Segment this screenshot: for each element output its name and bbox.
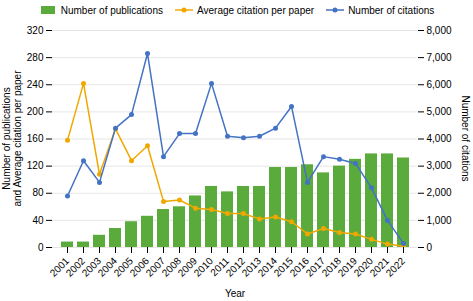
svg-text:2006: 2006 [127,255,152,279]
svg-text:2021: 2021 [367,255,392,279]
svg-text:2020: 2020 [351,255,376,279]
svg-text:280: 280 [27,52,44,63]
svg-text:2016: 2016 [287,255,312,279]
svg-text:80: 80 [32,187,44,198]
svg-text:2012: 2012 [223,255,248,279]
svg-text:0: 0 [427,242,433,253]
svg-text:2022: 2022 [384,255,408,279]
svg-text:0: 0 [38,242,44,253]
html-text:Number of citations: Number of citations [348,4,435,16]
html-text:Average citation per paper: Average citation per paper [197,4,315,16]
svg-text:1,000: 1,000 [427,215,452,226]
svg-text:6,000: 6,000 [427,79,452,90]
svg-text:2011: 2011 [208,255,232,279]
svg-text:320: 320 [27,25,44,36]
svg-text:8,000: 8,000 [427,25,452,36]
svg-text:2014: 2014 [255,255,280,279]
svg-text:4,000: 4,000 [427,133,452,144]
svg-text:5,000: 5,000 [427,106,452,117]
svg-text:40: 40 [32,215,44,226]
svg-text:2019: 2019 [335,255,360,279]
svg-text:2005: 2005 [111,255,136,279]
svg-text:2003: 2003 [79,255,104,279]
svg-text:2007: 2007 [143,255,168,279]
svg-text:160: 160 [27,133,44,144]
svg-text:2008: 2008 [159,255,184,279]
svg-text:2002: 2002 [63,255,88,279]
svg-text:7,000: 7,000 [427,52,452,63]
html-text:Number of publications: Number of publications [60,4,163,16]
svg-text:2010: 2010 [191,255,216,279]
svg-text:2013: 2013 [239,255,264,279]
svg-text:240: 240 [27,79,44,90]
svg-text:2,000: 2,000 [427,187,452,198]
svg-text:2018: 2018 [319,255,344,279]
svg-text:Year: Year [225,288,246,299]
svg-text:2015: 2015 [271,255,296,279]
svg-text:Number of publicationsand Aver: Number of publicationsand Average citati… [1,70,23,207]
svg-text:2001: 2001 [47,255,72,279]
svg-text:200: 200 [27,106,44,117]
svg-text:Number of citations: Number of citations [460,95,471,181]
svg-text:2009: 2009 [175,255,200,279]
svg-text:120: 120 [27,160,44,171]
svg-text:2004: 2004 [95,255,120,279]
svg-text:2017: 2017 [303,255,328,279]
svg-text:3,000: 3,000 [427,160,452,171]
